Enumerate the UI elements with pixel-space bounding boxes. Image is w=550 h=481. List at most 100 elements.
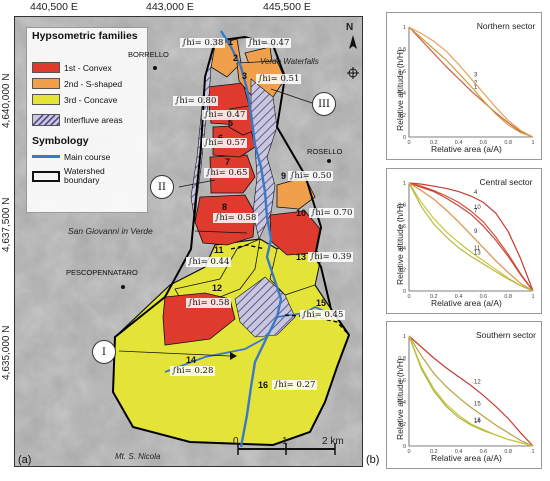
hi-basin-12: ∫hi= 0.58 [186,298,232,308]
place-san-giovanni: San Giovanni in Verde [68,226,153,236]
place-verde-waterfalls: Verde Waterfalls [260,57,319,66]
rosello-dot [327,159,331,163]
y-tick-label: 1 [403,334,406,340]
hi-basin-5: ∫hi= 0.47 [202,110,248,120]
basin-number-10: 10 [296,208,307,218]
x-tick-label: 0.2 [430,449,438,455]
x-tick-label: 0.4 [455,449,463,455]
figure-label-b: (b) [366,454,380,466]
easting-label-2: 443,000 E [146,1,194,13]
basin-number-12: 12 [212,283,223,293]
easting-label-1: 440,500 E [30,1,78,13]
x-tick-label: 0.8 [504,294,512,300]
main-course-swatch [32,155,60,158]
northing-label-1: 4,640,000 N [1,73,12,129]
y-tick-label: 0.8 [398,203,406,209]
hi-basin-7: ∫hi= 0.65 [204,168,250,178]
x-tick-label: 0.6 [480,140,488,146]
legend-row-main-course: Main course [32,150,110,163]
x-tick-label: 0.6 [480,294,488,300]
chart-panel-north: 0 0 0.2 0.2 0.4 0.4 0.6 0.6 0.8 0.8 1 1 1 2 3 Northern… [386,12,542,160]
legend-convex-label: 1st - Convex [64,62,112,73]
chart-title-central: Central sector [479,177,533,187]
hi-basin-8: ∫hi= 0.58 [213,213,259,223]
series-label-3: 3 [474,73,478,79]
series-label-10: 10 [474,205,481,211]
hi-basin-15: ∫hi= 0.45 [300,310,346,320]
series-label-11: 11 [474,246,481,252]
series-line-16 [408,335,534,447]
chart-axes [408,183,533,292]
series-line-9 [408,182,534,292]
x-tick-label: 0.8 [504,140,512,146]
chart-xlabel-central: Relative area (a/A) [431,298,502,308]
y-tick-label: 0.2 [398,267,406,273]
legend-watershed-label: Watershed boundary [64,166,105,185]
y-tick-label: 0.2 [398,113,406,119]
series-label-12: 12 [474,380,481,386]
borrello-dot [153,66,157,70]
legend-sshaped-label: 2nd - S-shaped [64,78,123,89]
series-line-11 [408,182,534,292]
road-dashed-center [230,244,266,250]
hi-basin-4: ∫hi= 0.80 [173,96,219,106]
basin-number-3: 3 [242,71,248,81]
x-tick-label: 0.4 [455,140,463,146]
y-tick-label: 1 [403,25,406,31]
convex-swatch [32,62,60,73]
place-pescopennataro: PESCOPENNATARO [66,268,138,277]
basin-number-5: 5 [228,118,234,128]
place-mt-nicola: Mt. S. Nicola [115,452,161,461]
northing-label-2: 4,637,500 N [1,197,12,253]
y-tick-label: 0.6 [398,224,406,230]
chart-axes [408,27,533,138]
legend-row-sshaped: 2nd - S-shaped [32,77,122,90]
y-tick-label: 0.6 [398,69,406,75]
chart-title-south: Southern sector [475,330,536,340]
north-arrow [347,35,359,79]
series-line-15 [408,335,534,447]
map-legend: Hypsometric families 1st - Convex 2nd - … [26,27,148,213]
sector-iii-marker: III [312,92,336,116]
series-line-2 [408,26,534,138]
hi-basin-10: ∫hi= 0.70 [309,208,355,218]
symbology-title: Symbology [32,135,89,147]
x-tick-label: 0.6 [480,449,488,455]
y-tick-label: 1 [403,181,406,187]
x-tick-label: 1 [531,140,534,146]
scale-label-0: 0 [233,436,239,447]
y-tick-label: 0.8 [398,356,406,362]
sshaped-swatch [32,78,60,89]
north-label: N [346,22,354,33]
concave-swatch [32,94,60,105]
hi-basin-2: ∫hi= 0.47 [246,38,292,48]
basin-number-11: 11 [214,245,224,255]
legend-row-concave: 3rd - Concave [32,93,117,106]
sector-i-arrow [230,352,237,360]
basin-number-15: 15 [316,298,327,308]
series-label-16: 16 [474,418,481,424]
chart-ylabel-central: Relative altitude (h/H) [395,203,405,285]
series-line-13 [408,182,534,292]
scale-label-2km: 2 km [322,436,344,447]
basin-number-16: 16 [258,380,269,390]
series-label-15: 15 [474,402,481,408]
y-tick-label: 0.4 [398,400,406,406]
basin-number-2: 2 [233,53,239,63]
sector-i-leader [118,350,231,357]
legend-interfluve-label: Interfluve areas [64,114,123,125]
pescopennataro-dot [121,285,125,289]
hi-basin-11: ∫hi= 0.44 [186,257,232,267]
y-tick-label: 0 [403,444,406,450]
chart-ylabel-north: Relative altitude (h/H) [395,49,405,131]
legend-main-course-label: Main course [64,151,111,162]
chart-xlabel-south: Relative area (a/A) [431,453,502,463]
northing-label-3: 4,635,000 N [1,325,12,381]
series-line-1 [408,26,534,138]
y-tick-label: 0.4 [398,91,406,97]
series-line-3 [408,26,534,138]
y-tick-label: 0.2 [398,422,406,428]
x-tick-label: 0.2 [430,294,438,300]
basin-number-13: 13 [296,252,307,262]
